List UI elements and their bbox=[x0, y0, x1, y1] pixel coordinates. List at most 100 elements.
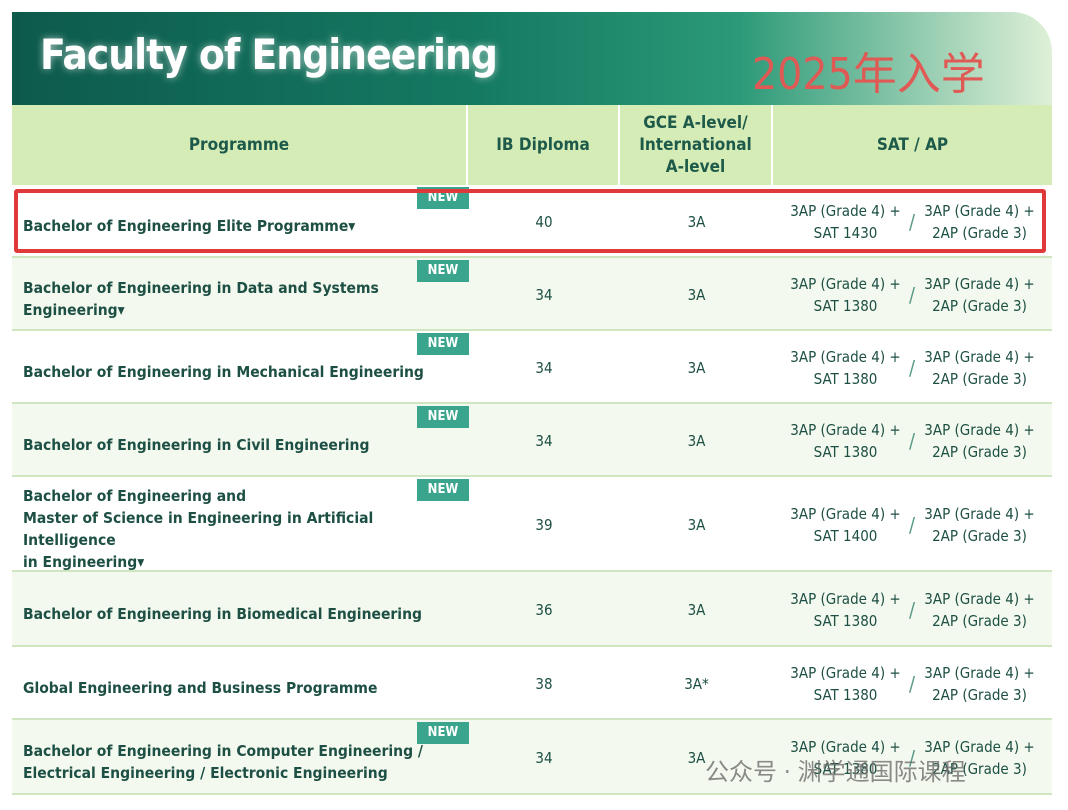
programme-cell: Bachelor of Engineering in Biomedical En… bbox=[23, 572, 468, 647]
sat-line: SAT 1430 bbox=[813, 223, 878, 242]
ib-score: 39 bbox=[535, 515, 553, 534]
header-line: A-level bbox=[665, 157, 726, 177]
ib-score: 34 bbox=[535, 748, 553, 767]
ap-line: 2AP (Grade 3) bbox=[932, 296, 1027, 315]
programme-line: Bachelor of Engineering Elite Programme▾ bbox=[23, 216, 356, 235]
new-badge: NEW bbox=[417, 260, 469, 282]
gce-requirement: 3A bbox=[687, 358, 706, 377]
programme-cell: Bachelor of Engineering Elite Programme▾ bbox=[23, 185, 468, 258]
ib-score: 38 bbox=[535, 674, 553, 693]
column-header: Programme bbox=[12, 105, 466, 185]
programme-cell: Bachelor of Engineering in Data and Syst… bbox=[23, 258, 468, 331]
intake-year: 2025年入学 bbox=[752, 49, 985, 100]
sat-option: 3AP (Grade 4) + SAT 1380 bbox=[773, 258, 918, 331]
sat-option: 3AP (Grade 4) + SAT 1380 bbox=[773, 647, 918, 720]
programme-cell: Bachelor of Engineering in Civil Enginee… bbox=[23, 404, 468, 477]
sat-line: SAT 1380 bbox=[813, 296, 878, 315]
gce-requirement: 3A* bbox=[684, 674, 709, 693]
sat-line: 3AP (Grade 4) + bbox=[790, 589, 901, 608]
ap-line: 3AP (Grade 4) + bbox=[924, 347, 1035, 366]
programme-line: Bachelor of Engineering in Biomedical En… bbox=[23, 604, 422, 623]
header-line: GCE A-level/ bbox=[643, 113, 748, 133]
separator: / bbox=[908, 597, 916, 622]
new-badge: NEW bbox=[417, 406, 469, 428]
sat-line: 3AP (Grade 4) + bbox=[790, 663, 901, 682]
sat-line: SAT 1380 bbox=[813, 759, 878, 778]
banner bbox=[12, 12, 1052, 105]
ap-line: 3AP (Grade 4) + bbox=[924, 201, 1035, 220]
header-line: IB Diploma bbox=[496, 135, 590, 155]
table-row: Global Engineering and Business Programm… bbox=[12, 647, 1052, 720]
ap-line: 2AP (Grade 3) bbox=[932, 611, 1027, 630]
sat-option: 3AP (Grade 4) + SAT 1380 bbox=[773, 720, 918, 795]
table-row: Bachelor of Engineering in Data and Syst… bbox=[12, 258, 1052, 331]
gce-requirement: 3A bbox=[687, 600, 706, 619]
sat-line: 3AP (Grade 4) + bbox=[790, 420, 901, 439]
programme-line: Bachelor of Engineering in Computer Engi… bbox=[23, 741, 424, 760]
ap-option: 3AP (Grade 4) + 2AP (Grade 3) bbox=[912, 572, 1047, 647]
programme-line: Bachelor of Engineering in Civil Enginee… bbox=[23, 435, 370, 454]
sat-line: SAT 1380 bbox=[813, 369, 878, 388]
column-header: IB Diploma bbox=[468, 105, 618, 185]
sat-line: 3AP (Grade 4) + bbox=[790, 504, 901, 523]
programme-cell: Bachelor of Engineering and Master of Sci… bbox=[23, 477, 468, 572]
new-badge: NEW bbox=[417, 333, 469, 355]
programme-line: Bachelor of Engineering in Data and Syst… bbox=[23, 278, 379, 319]
separator: / bbox=[908, 671, 916, 696]
programme-cell: Bachelor of Engineering in Computer Engi… bbox=[23, 720, 468, 795]
programme-line: Master of Science in Engineering in Arti… bbox=[23, 508, 374, 549]
ib-score: 34 bbox=[535, 431, 553, 450]
sat-line: 3AP (Grade 4) + bbox=[790, 737, 901, 756]
gce-requirement: 3A bbox=[687, 212, 706, 231]
ap-option: 3AP (Grade 4) + 2AP (Grade 3) bbox=[912, 647, 1047, 720]
sat-option: 3AP (Grade 4) + SAT 1400 bbox=[773, 477, 918, 572]
ap-line: 3AP (Grade 4) + bbox=[924, 504, 1035, 523]
ib-score: 36 bbox=[535, 600, 553, 619]
separator: / bbox=[908, 355, 916, 380]
table-row: Bachelor of Engineering in Computer Engi… bbox=[12, 720, 1052, 795]
sat-option: 3AP (Grade 4) + SAT 1380 bbox=[773, 572, 918, 647]
programme-cell: Bachelor of Engineering in Mechanical En… bbox=[23, 331, 468, 404]
programme-line: Global Engineering and Business Programm… bbox=[23, 678, 378, 697]
new-badge: NEW bbox=[417, 722, 469, 744]
sat-option: 3AP (Grade 4) + SAT 1430 bbox=[773, 185, 918, 258]
separator: / bbox=[908, 282, 916, 307]
new-badge: NEW bbox=[417, 479, 469, 501]
ap-line: 3AP (Grade 4) + bbox=[924, 589, 1035, 608]
ib-score: 34 bbox=[535, 285, 553, 304]
gce-requirement: 3A bbox=[687, 285, 706, 304]
separator: / bbox=[908, 209, 916, 234]
table-row: Bachelor of Engineering and Master of Sci… bbox=[12, 477, 1052, 572]
ap-option: 3AP (Grade 4) + 2AP (Grade 3) bbox=[912, 404, 1047, 477]
table-row: Bachelor of Engineering in Biomedical En… bbox=[12, 572, 1052, 647]
programme-line: Bachelor of Engineering in Mechanical En… bbox=[23, 362, 424, 381]
header-line: Programme bbox=[188, 135, 290, 155]
gce-requirement: 3A bbox=[687, 515, 706, 534]
table-row: Bachelor of Engineering Elite Programme▾… bbox=[12, 185, 1052, 258]
sat-line: 3AP (Grade 4) + bbox=[790, 274, 901, 293]
highlight-box bbox=[14, 189, 1046, 253]
gce-requirement: 3A bbox=[687, 431, 706, 450]
table-row: Bachelor of Engineering in Civil Enginee… bbox=[12, 404, 1052, 477]
column-header: SAT / AP bbox=[773, 105, 1052, 185]
ib-score: 34 bbox=[535, 358, 553, 377]
ap-option: 3AP (Grade 4) + 2AP (Grade 3) bbox=[912, 331, 1047, 404]
ap-line: 3AP (Grade 4) + bbox=[924, 737, 1035, 756]
ap-option: 3AP (Grade 4) + 2AP (Grade 3) bbox=[912, 477, 1047, 572]
sat-line: SAT 1400 bbox=[813, 526, 878, 545]
sat-line: SAT 1380 bbox=[813, 442, 878, 461]
programme-line: Electrical Engineering / Electronic Engi… bbox=[23, 763, 388, 782]
column-header: GCE A-level/International A-level bbox=[620, 105, 771, 185]
sat-line: 3AP (Grade 4) + bbox=[790, 201, 901, 220]
sat-line: 3AP (Grade 4) + bbox=[790, 347, 901, 366]
ap-line: 2AP (Grade 3) bbox=[932, 759, 1027, 778]
ap-line: 3AP (Grade 4) + bbox=[924, 663, 1035, 682]
ap-option: 3AP (Grade 4) + 2AP (Grade 3) bbox=[912, 258, 1047, 331]
title: Faculty of Engineering bbox=[40, 30, 498, 79]
ib-score: 40 bbox=[535, 212, 553, 231]
sat-option: 3AP (Grade 4) + SAT 1380 bbox=[773, 331, 918, 404]
ap-line: 2AP (Grade 3) bbox=[932, 442, 1027, 461]
separator: / bbox=[908, 512, 916, 537]
separator: / bbox=[908, 428, 916, 453]
